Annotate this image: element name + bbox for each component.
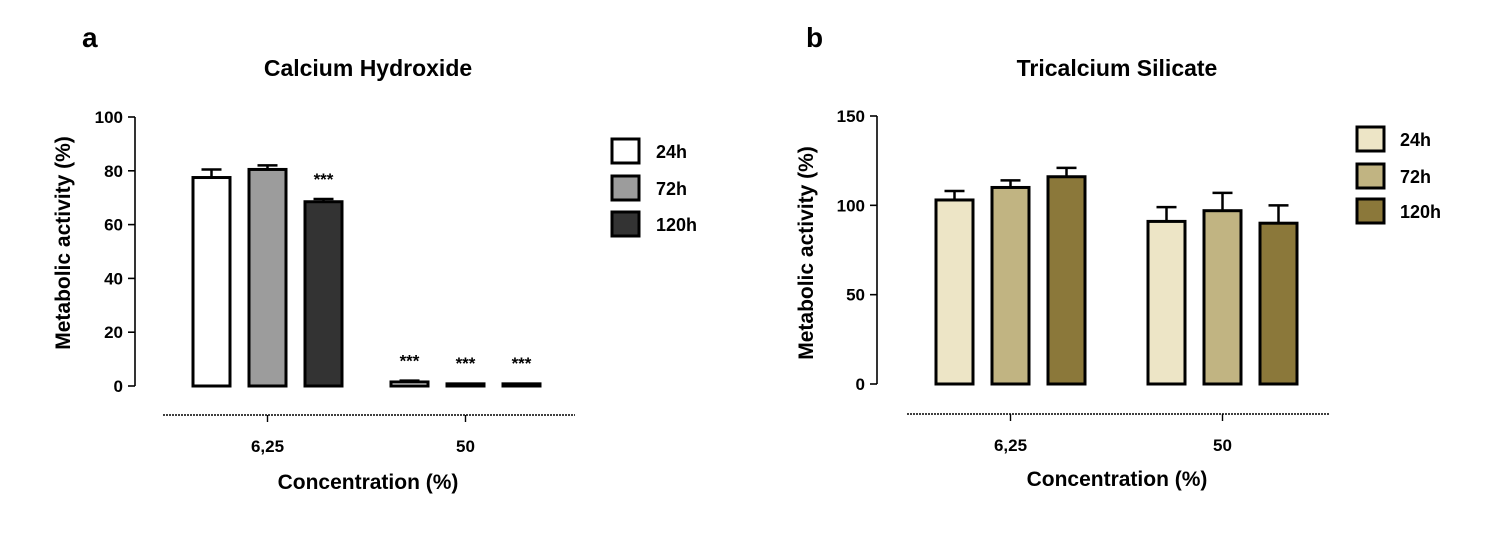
panel-letter-a: a: [82, 22, 98, 53]
x-tick-label: 50: [1213, 436, 1232, 455]
legend-swatch-120h: [610, 210, 641, 238]
chart-title-a: Calcium Hydroxide: [264, 55, 472, 81]
significance-label: ***: [456, 354, 476, 373]
bar-120h-50: [501, 382, 542, 388]
y-tick-label: 40: [104, 269, 123, 288]
bar-72h-50: [1202, 209, 1243, 386]
y-tick-label: 20: [104, 323, 123, 342]
significance-label: ***: [400, 352, 420, 371]
panel-a: a Calcium Hydroxide Metabolic activity (…: [52, 22, 697, 494]
y-tick-label: 80: [104, 162, 123, 181]
bar-24h-50: [389, 380, 430, 388]
x-axis-title-a: Concentration (%): [278, 471, 459, 494]
bar-24h-50: [1146, 219, 1187, 386]
x-tick-label: 6,25: [994, 436, 1027, 455]
legend-swatch-120h: [1355, 197, 1386, 225]
y-tick-label: 0: [114, 377, 123, 396]
chart-title-b: Tricalcium Silicate: [1017, 55, 1218, 81]
panel-letter-b: b: [806, 22, 823, 53]
x-tick-label: 50: [456, 437, 475, 456]
y-axis-title-b: Metabolic activity (%): [795, 146, 818, 360]
significance-label: ***: [314, 170, 334, 189]
bar-120h-6,25: [303, 200, 344, 388]
bar-120h-50: [1258, 221, 1299, 386]
bar-120h-6,25: [1046, 175, 1087, 386]
bar-72h-50: [445, 382, 486, 388]
panel-b: b Tricalcium Silicate Metabolic activity…: [795, 22, 1441, 491]
y-tick-label: 60: [104, 216, 123, 235]
legend-label: 120h: [1400, 202, 1441, 222]
x-axis-title-b: Concentration (%): [1027, 468, 1208, 491]
bar-72h-6,25: [247, 167, 288, 388]
legend-label: 72h: [656, 179, 687, 199]
legend-swatch-72h: [610, 174, 641, 202]
x-tick-label: 6,25: [251, 437, 284, 456]
bar-72h-6,25: [990, 185, 1031, 386]
y-tick-label: 50: [846, 286, 865, 305]
legend-swatch-24h: [1355, 125, 1386, 153]
y-axis-title-a: Metabolic activity (%): [52, 136, 75, 350]
bar-24h-6,25: [191, 176, 232, 388]
legend-label: 120h: [656, 215, 697, 235]
y-tick-label: 150: [837, 107, 865, 126]
legend-label: 24h: [656, 142, 687, 162]
legend-label: 24h: [1400, 130, 1431, 150]
significance-label: ***: [512, 354, 532, 373]
legend-swatch-72h: [1355, 162, 1386, 190]
legend-label: 72h: [1400, 167, 1431, 187]
y-tick-label: 100: [95, 108, 123, 127]
y-tick-label: 100: [837, 196, 865, 215]
legend-swatch-24h: [610, 137, 641, 165]
y-tick-label: 0: [856, 375, 865, 394]
bar-24h-6,25: [934, 198, 975, 386]
